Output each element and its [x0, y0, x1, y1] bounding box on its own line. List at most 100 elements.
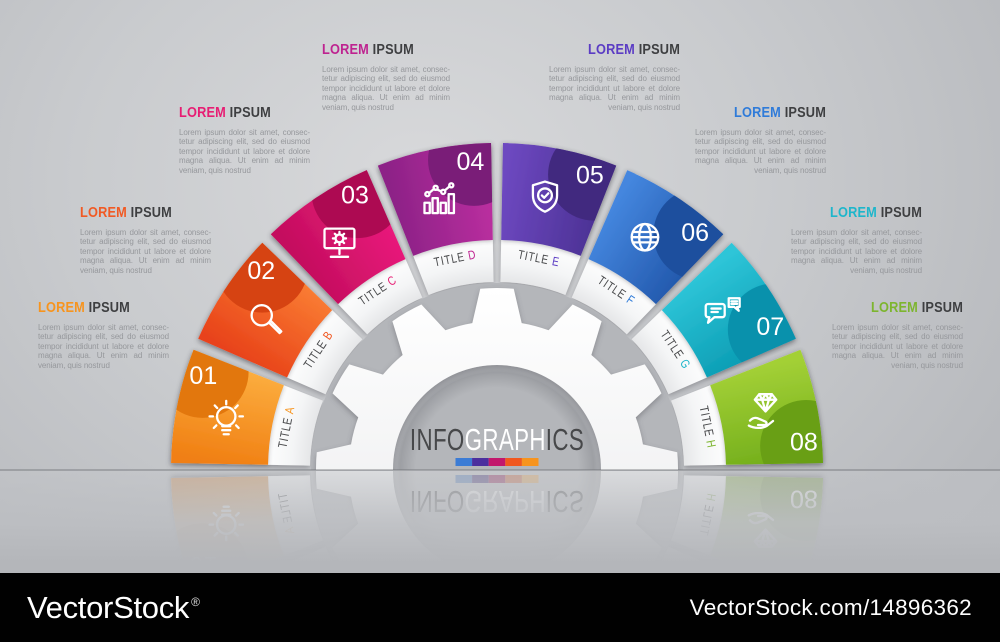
lorem-body-line: tetur adipiscing elit, sed do eiusmod — [80, 237, 211, 247]
strip-cell — [521, 458, 539, 466]
strip-cell — [472, 458, 489, 466]
lorem-heading: LOREM IPSUM — [565, 42, 680, 58]
segment-01: 01 TITLE A — [171, 349, 323, 466]
lorem-body: Lorem ipsum dolor sit amet, consec-tetur… — [80, 228, 211, 275]
lorem-body-line: tempor incididunt ut labore et dolore — [695, 146, 826, 156]
lorem-body-line: Lorem ipsum dolor sit amet, consec- — [80, 228, 211, 237]
lorem-body-line: tetur adipiscing elit, sed do eiusmod — [549, 74, 680, 84]
lorem-body-line: Lorem ipsum dolor sit amet, consec- — [549, 65, 680, 74]
lorem-body: Lorem ipsum dolor sit amet, consec-tetur… — [832, 323, 963, 370]
strip-cell — [488, 458, 506, 466]
lorem-body: Lorem ipsum dolor sit amet, consec-tetur… — [38, 323, 169, 370]
lorem-body-line: veniam, quis nostrud — [608, 102, 680, 112]
lorem-heading-plain: IPSUM — [88, 300, 130, 316]
color-strip — [455, 458, 539, 466]
segment-number: 02 — [247, 257, 275, 285]
lorem-body-line: Lorem ipsum dolor sit amet, consec- — [695, 128, 826, 137]
lorem-body-line: tempor incididunt ut labore et dolore — [179, 146, 310, 156]
lorem-heading-plain: IPSUM — [784, 105, 826, 121]
segment-number: 01 — [189, 362, 217, 390]
lorem-heading: LOREM IPSUM — [80, 205, 195, 221]
lorem-body: Lorem ipsum dolor sit amet, consec-tetur… — [695, 128, 826, 175]
lorem-heading-plain: IPSUM — [880, 205, 922, 221]
lorem-body-line: magna aliqua. Ut enim ad minim — [549, 93, 680, 103]
lorem-body-line: tetur adipiscing elit, sed do eiusmod — [832, 332, 963, 342]
lorem-body-line: Lorem ipsum dolor sit amet, consec- — [791, 228, 922, 237]
lorem-body-line: magna aliqua. Ut enim ad minim — [38, 351, 169, 361]
registered-mark: ® — [191, 595, 200, 610]
text-block-4: LOREM IPSUM Lorem ipsum dolor sit amet, … — [322, 42, 450, 112]
lorem-body: Lorem ipsum dolor sit amet, consec-tetur… — [791, 228, 922, 275]
lorem-body: Lorem ipsum dolor sit amet, consec-tetur… — [179, 128, 310, 175]
lorem-body-line: veniam, quis nostrud — [754, 165, 826, 175]
lorem-heading-colored: LOREM — [38, 300, 85, 316]
lorem-heading: LOREM IPSUM — [807, 205, 922, 221]
lorem-body-line: magna aliqua. Ut enim ad minim — [179, 156, 310, 166]
lorem-body-line: tetur adipiscing elit, sed do eiusmod — [791, 237, 922, 247]
lorem-body-line: veniam, quis nostrud — [322, 102, 394, 112]
lorem-body-line: tempor incididunt ut labore et dolore — [38, 341, 169, 351]
lorem-body-line: veniam, quis nostrud — [80, 265, 152, 275]
number-bump — [760, 400, 823, 465]
segment-title: TITLE A — [276, 405, 297, 449]
reflection-fade — [0, 471, 1000, 573]
segment-05: 05 TITLE E — [500, 143, 617, 295]
lorem-heading-plain: IPSUM — [229, 105, 271, 121]
lorem-heading-colored: LOREM — [179, 105, 226, 121]
number-bump — [727, 283, 796, 376]
lorem-heading-plain: IPSUM — [638, 42, 680, 58]
segment-title: TITLE D — [433, 248, 478, 269]
lorem-body-line: veniam, quis nostrud — [179, 165, 251, 175]
text-block-6: LOREM IPSUM Lorem ipsum dolor sit amet, … — [695, 105, 826, 175]
segment-number: 07 — [756, 313, 784, 341]
lorem-body-line: veniam, quis nostrud — [38, 360, 110, 370]
lorem-heading: LOREM IPSUM — [711, 105, 826, 121]
magnifier-icon — [250, 304, 283, 335]
lorem-body-line: magna aliqua. Ut enim ad minim — [695, 156, 826, 166]
strip-cell — [455, 458, 473, 466]
lorem-body-line: tetur adipiscing elit, sed do eiusmod — [695, 137, 826, 147]
text-block-8: LOREM IPSUM Lorem ipsum dolor sit amet, … — [832, 300, 963, 370]
diamond-hand-icon — [747, 393, 778, 429]
chat-icon — [704, 297, 741, 324]
lorem-body-line: tempor incididunt ut labore et dolore — [322, 83, 450, 93]
segment-title: TITLE H — [696, 405, 717, 450]
lorem-heading-colored: LOREM — [830, 205, 877, 221]
lorem-body-line: Lorem ipsum dolor sit amet, consec- — [832, 323, 963, 332]
lorem-heading-colored: LOREM — [734, 105, 781, 121]
text-block-7: LOREM IPSUM Lorem ipsum dolor sit amet, … — [791, 205, 922, 275]
lorem-heading: LOREM IPSUM — [322, 42, 435, 58]
floor-reflection: 01 TITLE A 02 TITLE B 03 TITLE C 04 TITL… — [0, 471, 1000, 573]
floor-line — [0, 469, 1000, 471]
chart-icon — [423, 182, 456, 215]
text-block-3: LOREM IPSUM Lorem ipsum dolor sit amet, … — [179, 105, 310, 175]
lorem-body-line: magna aliqua. Ut enim ad minim — [791, 256, 922, 266]
lorem-body: Lorem ipsum dolor sit amet, consec-tetur… — [549, 65, 680, 112]
lorem-body-line: veniam, quis nostrud — [850, 265, 922, 275]
lorem-body-line: tempor incididunt ut labore et dolore — [791, 246, 922, 256]
monitor-gear-icon — [323, 227, 356, 258]
segment-number: 06 — [681, 219, 709, 247]
lorem-heading-colored: LOREM — [322, 42, 369, 58]
lorem-heading-plain: IPSUM — [130, 205, 172, 221]
lorem-body-line: tetur adipiscing elit, sed do eiusmod — [322, 74, 450, 84]
number-bump — [548, 143, 617, 221]
lorem-heading-colored: LOREM — [871, 300, 918, 316]
number-bump — [171, 349, 249, 418]
lorem-body-line: magna aliqua. Ut enim ad minim — [322, 93, 450, 103]
text-block-2: LOREM IPSUM Lorem ipsum dolor sit amet, … — [80, 205, 211, 275]
lorem-body-line: magna aliqua. Ut enim ad minim — [832, 351, 963, 361]
lorem-heading-colored: LOREM — [80, 205, 127, 221]
segment-07: 07 TITLE G — [631, 242, 796, 395]
segment-number: 05 — [576, 161, 604, 189]
lorem-body-line: tetur adipiscing elit, sed do eiusmod — [38, 332, 169, 342]
lorem-body-line: Lorem ipsum dolor sit amet, consec- — [179, 128, 310, 137]
infographics-title: INFOGRAPHICS — [410, 422, 584, 456]
segment-08: 08 TITLE H — [671, 349, 823, 466]
lorem-heading-plain: IPSUM — [372, 42, 414, 58]
segment-04: 04 TITLE D — [377, 143, 494, 295]
lorem-body-line: tempor incididunt ut labore et dolore — [549, 83, 680, 93]
lorem-body-line: tetur adipiscing elit, sed do eiusmod — [179, 137, 310, 147]
vectorstock-url: VectorStock.com/14896362 — [689, 594, 972, 620]
